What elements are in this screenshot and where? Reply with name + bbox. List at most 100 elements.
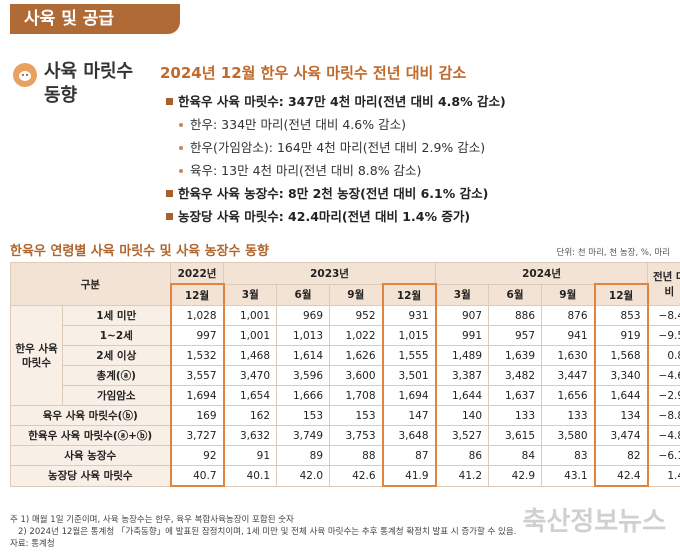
- bullet: 농장당 사육 마릿수: 42.4마리(전년 대비 1.4% 증가): [166, 205, 506, 228]
- value-cell: 134: [593, 405, 649, 426]
- value-cell: 907: [435, 305, 490, 326]
- bullet: 한육우 사육 농장수: 8만 2천 농장(전년 대비 6.1% 감소): [166, 182, 506, 205]
- table-row: 가임암소 1,694 1,654 1,666 1,708 1,694 1,644 1,637 1…: [11, 385, 680, 406]
- source: 자료: 통계청: [10, 539, 55, 549]
- value-cell: −9.5: [647, 325, 680, 346]
- row-label: 육우 사육 마릿수(ⓑ): [9, 405, 172, 426]
- value-cell: 1,015: [381, 325, 437, 346]
- value-cell: 91: [223, 445, 278, 466]
- row-label: 2세 이상: [61, 345, 172, 366]
- value-cell: 1,666: [276, 385, 331, 406]
- value-cell: −8.4: [647, 305, 680, 326]
- value-cell: 876: [541, 305, 596, 326]
- value-cell: 1,626: [329, 345, 384, 366]
- month-cell: 9월: [329, 283, 384, 306]
- value-cell: 3,727: [169, 425, 225, 446]
- value-cell: 40.1: [223, 465, 278, 487]
- value-cell: 1.4: [647, 465, 680, 487]
- year-cell: 2023년: [223, 262, 437, 285]
- value-cell: 3,527: [435, 425, 490, 446]
- value-cell: 3,600: [329, 365, 384, 386]
- value-cell: 42.0: [276, 465, 331, 487]
- value-cell: 931: [381, 305, 437, 326]
- value-cell: 1,489: [435, 345, 490, 366]
- value-cell: 82: [593, 445, 649, 466]
- value-cell: 1,630: [541, 345, 596, 366]
- value-cell: 1,555: [381, 345, 437, 366]
- value-cell: 3,648: [381, 425, 437, 446]
- table-row: 농장당 사육 마릿수 40.7 40.1 42.0 42.6 41.9 41.2 42.9 43…: [9, 465, 680, 487]
- value-cell: 87: [381, 445, 437, 466]
- table-row: 1~2세 997 1,001 1,013 1,022 1,015 991 957 941 919−…: [11, 325, 680, 346]
- value-cell: −4.8: [647, 425, 680, 446]
- row-label: 1세 미만: [61, 305, 172, 326]
- value-cell: 0.8: [647, 345, 680, 366]
- value-cell: 1,656: [541, 385, 596, 406]
- month-cell: 6월: [488, 283, 543, 306]
- sub-bullet: 한우(가임암소): 164만 4천 마리(전년 대비 2.9% 감소): [166, 136, 506, 159]
- value-cell: 1,654: [223, 385, 278, 406]
- value-cell: 1,022: [329, 325, 384, 346]
- value-cell: 919: [593, 325, 649, 346]
- value-cell: 40.7: [169, 465, 225, 487]
- table-row: 육우 사육 마릿수(ⓑ) 169 162 153 153 147 140 133 133 134−…: [9, 405, 680, 426]
- value-cell: 997: [169, 325, 225, 346]
- section-title-line: 사육 마릿수: [44, 61, 134, 82]
- row-label: 가임암소: [61, 385, 172, 406]
- sub-bullet: 한우: 334만 마리(전년 대비 4.6% 감소): [166, 113, 506, 136]
- group-cell: 한우 사육 마릿수: [10, 305, 63, 406]
- table-unit: 단위: 천 마리, 천 농장, %, 마리: [556, 248, 670, 258]
- value-cell: 162: [223, 405, 278, 426]
- value-cell: 3,615: [488, 425, 543, 446]
- month-cell: 12월: [169, 283, 225, 306]
- value-cell: 3,596: [276, 365, 331, 386]
- row-label: 1~2세: [61, 325, 172, 346]
- value-cell: 43.1: [541, 465, 596, 487]
- value-cell: 3,474: [593, 425, 649, 446]
- year-cell: 2024년: [435, 262, 649, 285]
- value-cell: 41.2: [435, 465, 490, 487]
- value-cell: 83: [541, 445, 596, 466]
- sub-bullet: 육우: 13만 4천 마리(전년 대비 8.8% 감소): [166, 159, 506, 182]
- value-cell: 1,532: [169, 345, 225, 366]
- value-cell: 1,001: [223, 325, 278, 346]
- value-cell: 3,753: [329, 425, 384, 446]
- value-cell: 952: [329, 305, 384, 326]
- row-label: 농장당 사육 마릿수: [9, 465, 172, 487]
- value-cell: 153: [329, 405, 384, 426]
- value-cell: −2.9: [647, 385, 680, 406]
- notes: 주 1) 매월 1일 기준이며, 사육 농장수는 한우, 육우 복합사육농장이 …: [10, 514, 516, 550]
- month-cell: 6월: [276, 283, 331, 306]
- header-row: 12월 3월 6월 9월 12월 3월 6월 9월 12월: [11, 283, 680, 306]
- value-cell: 3,447: [541, 365, 596, 386]
- value-cell: 3,749: [276, 425, 331, 446]
- value-cell: 3,482: [488, 365, 543, 386]
- value-cell: 941: [541, 325, 596, 346]
- section-title: 사육 마릿수 동향: [44, 60, 133, 108]
- value-cell: 88: [329, 445, 384, 466]
- value-cell: 1,614: [276, 345, 331, 366]
- value-cell: 969: [276, 305, 331, 326]
- month-cell: 12월: [381, 283, 437, 306]
- value-cell: 42.9: [488, 465, 543, 487]
- value-cell: 1,468: [223, 345, 278, 366]
- note: 2) 2024년 12월은 통계청 「가축동향」에 발표된 잠정치이며, 1세 …: [18, 527, 517, 537]
- value-cell: 1,568: [593, 345, 649, 366]
- value-cell: 853: [593, 305, 649, 326]
- value-cell: 153: [276, 405, 331, 426]
- value-cell: 957: [488, 325, 543, 346]
- value-cell: 92: [169, 445, 225, 466]
- headline: 2024년 12월 한우 사육 마릿수 전년 대비 감소: [160, 64, 467, 82]
- value-cell: 3,580: [541, 425, 596, 446]
- value-cell: 1,001: [223, 305, 278, 326]
- value-cell: −8.8: [647, 405, 680, 426]
- value-cell: 3,340: [593, 365, 649, 386]
- header-cell: 구분: [9, 262, 172, 306]
- table-title: 한육우 연령별 사육 마릿수 및 사육 농장수 동향: [10, 244, 269, 259]
- table-row: 한육우 사육 마릿수(ⓐ+ⓑ) 3,727 3,632 3,749 3,753 3,648…: [9, 425, 680, 446]
- value-cell: −4.6: [647, 365, 680, 386]
- icon: [13, 63, 37, 87]
